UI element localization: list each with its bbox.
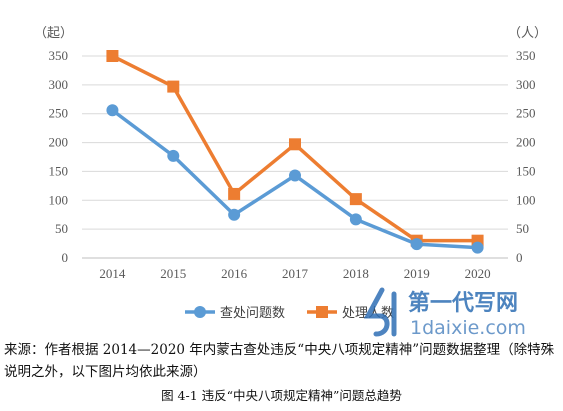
data-point bbox=[106, 50, 119, 62]
x-tick-label: 2014 bbox=[99, 266, 126, 281]
data-point bbox=[349, 213, 362, 226]
left-tick-label: 300 bbox=[49, 77, 69, 92]
data-point bbox=[289, 169, 301, 182]
data-point bbox=[471, 241, 484, 254]
right-tick-label: 350 bbox=[516, 48, 536, 63]
x-tick-label: 2015 bbox=[160, 266, 186, 281]
figure-caption: 图 4-1 违反“中央八项规定精神”问题总趋势 bbox=[161, 388, 402, 403]
right-tick-label: 200 bbox=[516, 135, 536, 150]
legend-marker bbox=[316, 306, 328, 318]
left-tick-label: 350 bbox=[49, 48, 69, 63]
left-tick-label: 150 bbox=[49, 163, 69, 178]
x-tick-label: 2019 bbox=[404, 266, 430, 281]
right-axis-ticks: 0 50 100 150 200 250 300 350 bbox=[516, 48, 536, 265]
right-tick-label: 150 bbox=[516, 163, 536, 178]
x-tick-label: 2017 bbox=[282, 266, 309, 281]
series-group bbox=[106, 50, 484, 254]
left-tick-label: 250 bbox=[49, 106, 69, 121]
left-axis-unit: （起） bbox=[34, 26, 73, 41]
grid-lines bbox=[82, 55, 508, 259]
data-point bbox=[228, 187, 241, 200]
legend: 查处问题数 处理人数 bbox=[185, 306, 394, 321]
right-tick-label: 100 bbox=[516, 192, 536, 207]
x-axis-ticks: 2014 2015 2016 2017 2018 2019 2020 bbox=[99, 266, 490, 281]
source-note: 来源：作者根据 2014—2020 年内蒙古查处违反“中央八项规定精神”问题数据… bbox=[4, 342, 555, 380]
right-tick-label: 0 bbox=[516, 250, 523, 265]
data-point bbox=[167, 80, 180, 93]
legend-label: 处理人数 bbox=[342, 306, 394, 321]
legend-marker bbox=[194, 306, 206, 318]
legend-label: 查处问题数 bbox=[220, 306, 285, 321]
left-tick-label: 50 bbox=[55, 221, 68, 236]
data-point bbox=[228, 208, 241, 221]
left-tick-label: 200 bbox=[49, 135, 69, 150]
right-axis-unit: （人） bbox=[508, 26, 547, 41]
x-tick-label: 2018 bbox=[343, 266, 369, 281]
right-tick-label: 300 bbox=[516, 77, 536, 92]
data-point bbox=[289, 138, 301, 151]
left-axis-ticks: 0 50 100 150 200 250 300 350 bbox=[49, 48, 69, 265]
line-chart: 0 50 100 150 200 250 300 350 0 50 100 150 200 250 300… bbox=[34, 26, 547, 321]
right-tick-label: 50 bbox=[516, 221, 529, 236]
right-tick-label: 250 bbox=[516, 106, 536, 121]
left-tick-label: 100 bbox=[49, 192, 69, 207]
data-point bbox=[349, 193, 362, 206]
x-tick-label: 2020 bbox=[465, 266, 491, 281]
data-point bbox=[167, 149, 180, 162]
data-point bbox=[410, 238, 423, 251]
left-tick-label: 0 bbox=[62, 250, 69, 265]
data-point bbox=[106, 104, 119, 117]
x-tick-label: 2016 bbox=[221, 266, 248, 281]
